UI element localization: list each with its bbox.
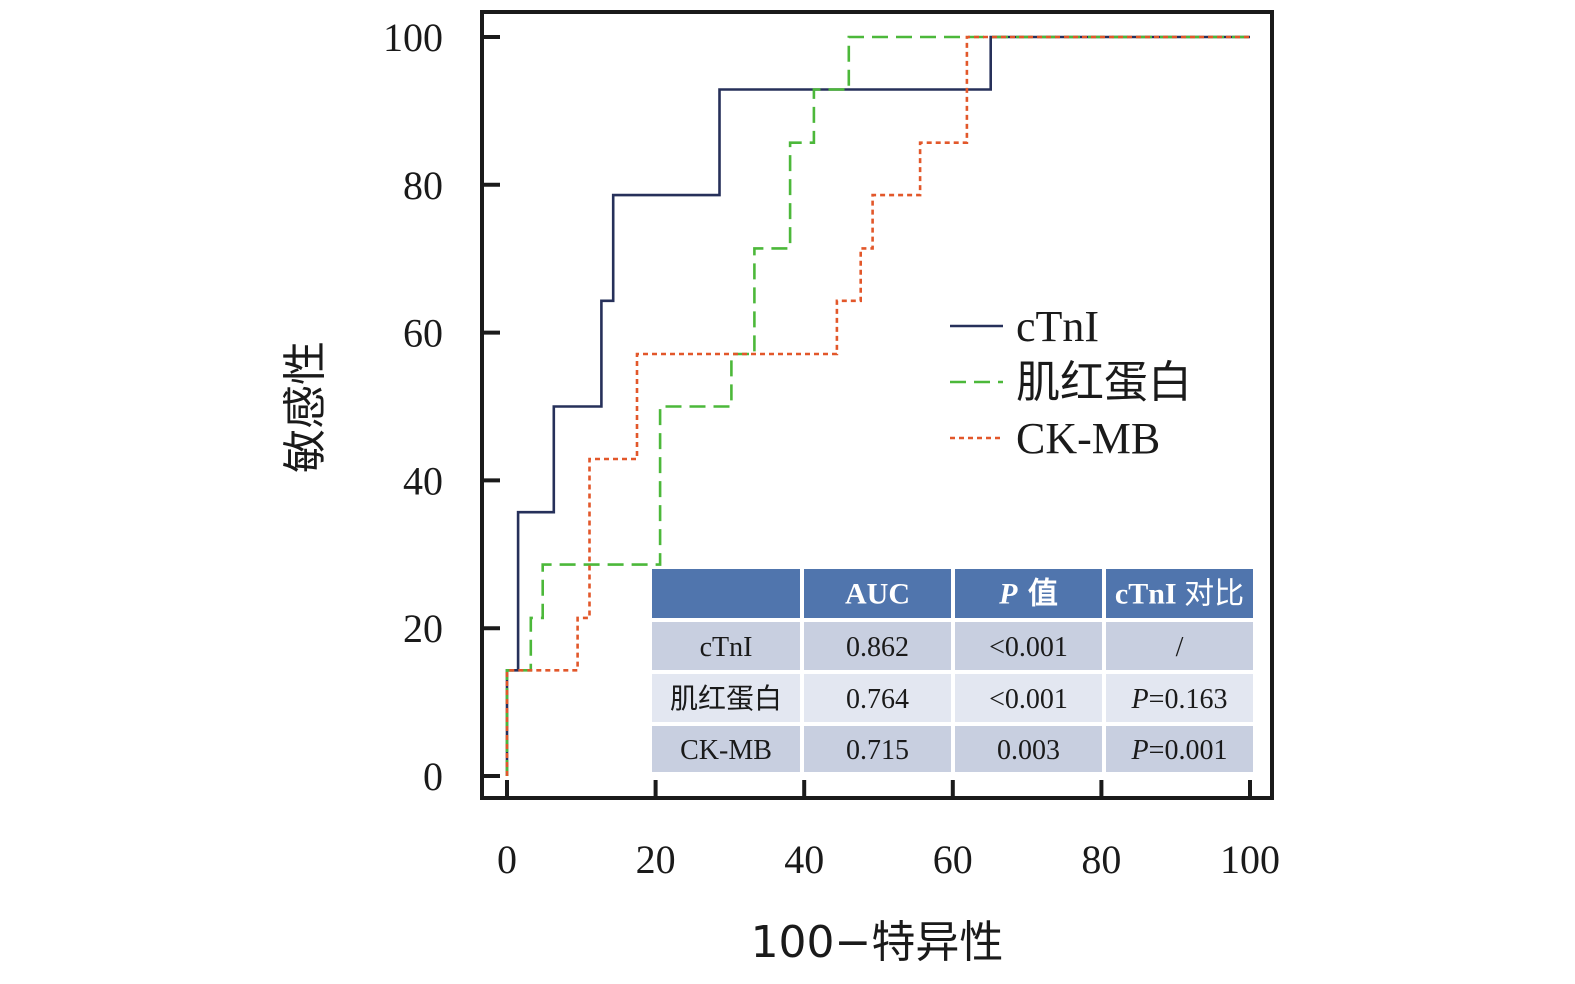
table-cell: 肌红蛋白 [670, 682, 782, 715]
x-tick-label: 20 [636, 837, 676, 882]
table-cell: P=0.163 [1131, 684, 1228, 715]
y-tick-label: 100 [383, 15, 443, 60]
table-cell-bg [652, 674, 800, 722]
table-cell: CK-MB [680, 735, 772, 766]
table-header-cell [1106, 569, 1253, 618]
table-cell: 0.715 [846, 735, 909, 766]
y-tick-label: 20 [403, 606, 443, 651]
axis-ticks: 0 20 40 60 80 100 0 20 40 60 80 100 [383, 15, 1280, 882]
x-tick-label: 40 [784, 837, 824, 882]
table-cell: 0.003 [997, 735, 1060, 766]
y-tick-label: 0 [423, 754, 443, 799]
plot-frame [480, 10, 1274, 800]
legend-label-ck-mb: CK-MB [1016, 414, 1160, 463]
table-cell-bg [804, 726, 951, 772]
table-cell: 0.862 [846, 632, 909, 663]
y-axis-label: 敏感性 [280, 341, 331, 473]
table-cell-bg [955, 622, 1102, 670]
table-header-cell [652, 569, 800, 618]
series-layer [505, 35, 1250, 776]
table-cell-bg [1106, 674, 1253, 722]
series-line-ck-mb [505, 35, 1250, 776]
x-tick-label: 80 [1081, 837, 1121, 882]
table-cell-bg [804, 622, 951, 670]
y-tick-label: 80 [403, 163, 443, 208]
table-cell-bg [955, 674, 1102, 722]
x-axis-label: 100−特异性 [751, 917, 1004, 968]
legend: cTnI 肌红蛋白 CK-MB [950, 302, 1192, 463]
table-cell-bg [652, 622, 800, 670]
table-cell-bg [955, 726, 1102, 772]
table-cell: / [1176, 632, 1184, 663]
stats-table: AUC P 值 cTnI 对比 cTnI 0.862 <0.001 / 肌红蛋白 0.764 <0… [652, 569, 1253, 772]
y-tick-label: 60 [403, 311, 443, 356]
legend-label-myoglobin: 肌红蛋白 [1016, 357, 1192, 408]
table-header-cell [955, 569, 1102, 618]
table-cell: P=0.001 [1131, 735, 1228, 766]
x-tick-label: 100 [1220, 837, 1280, 882]
series-line-myoglobin [505, 35, 1250, 776]
table-cell: cTnI [700, 632, 753, 663]
table-header-label: P 值 [998, 577, 1058, 612]
table-cell: <0.001 [989, 684, 1068, 715]
x-tick-label: 60 [933, 837, 973, 882]
table-header-label: AUC [845, 578, 910, 611]
series-line-ctni [505, 35, 1250, 776]
table-header-cell [804, 569, 951, 618]
table-cell-bg [1106, 726, 1253, 772]
table-cell-bg [804, 674, 951, 722]
table-header-label: cTnI 对比 [1115, 577, 1244, 612]
x-tick-label: 0 [497, 837, 517, 882]
table-cell-bg [652, 726, 800, 772]
y-tick-label: 40 [403, 458, 443, 503]
legend-label-ctni: cTnI [1016, 302, 1099, 351]
table-cell: <0.001 [989, 632, 1068, 663]
table-cell: 0.764 [846, 684, 909, 715]
table-cell-bg [1106, 622, 1253, 670]
